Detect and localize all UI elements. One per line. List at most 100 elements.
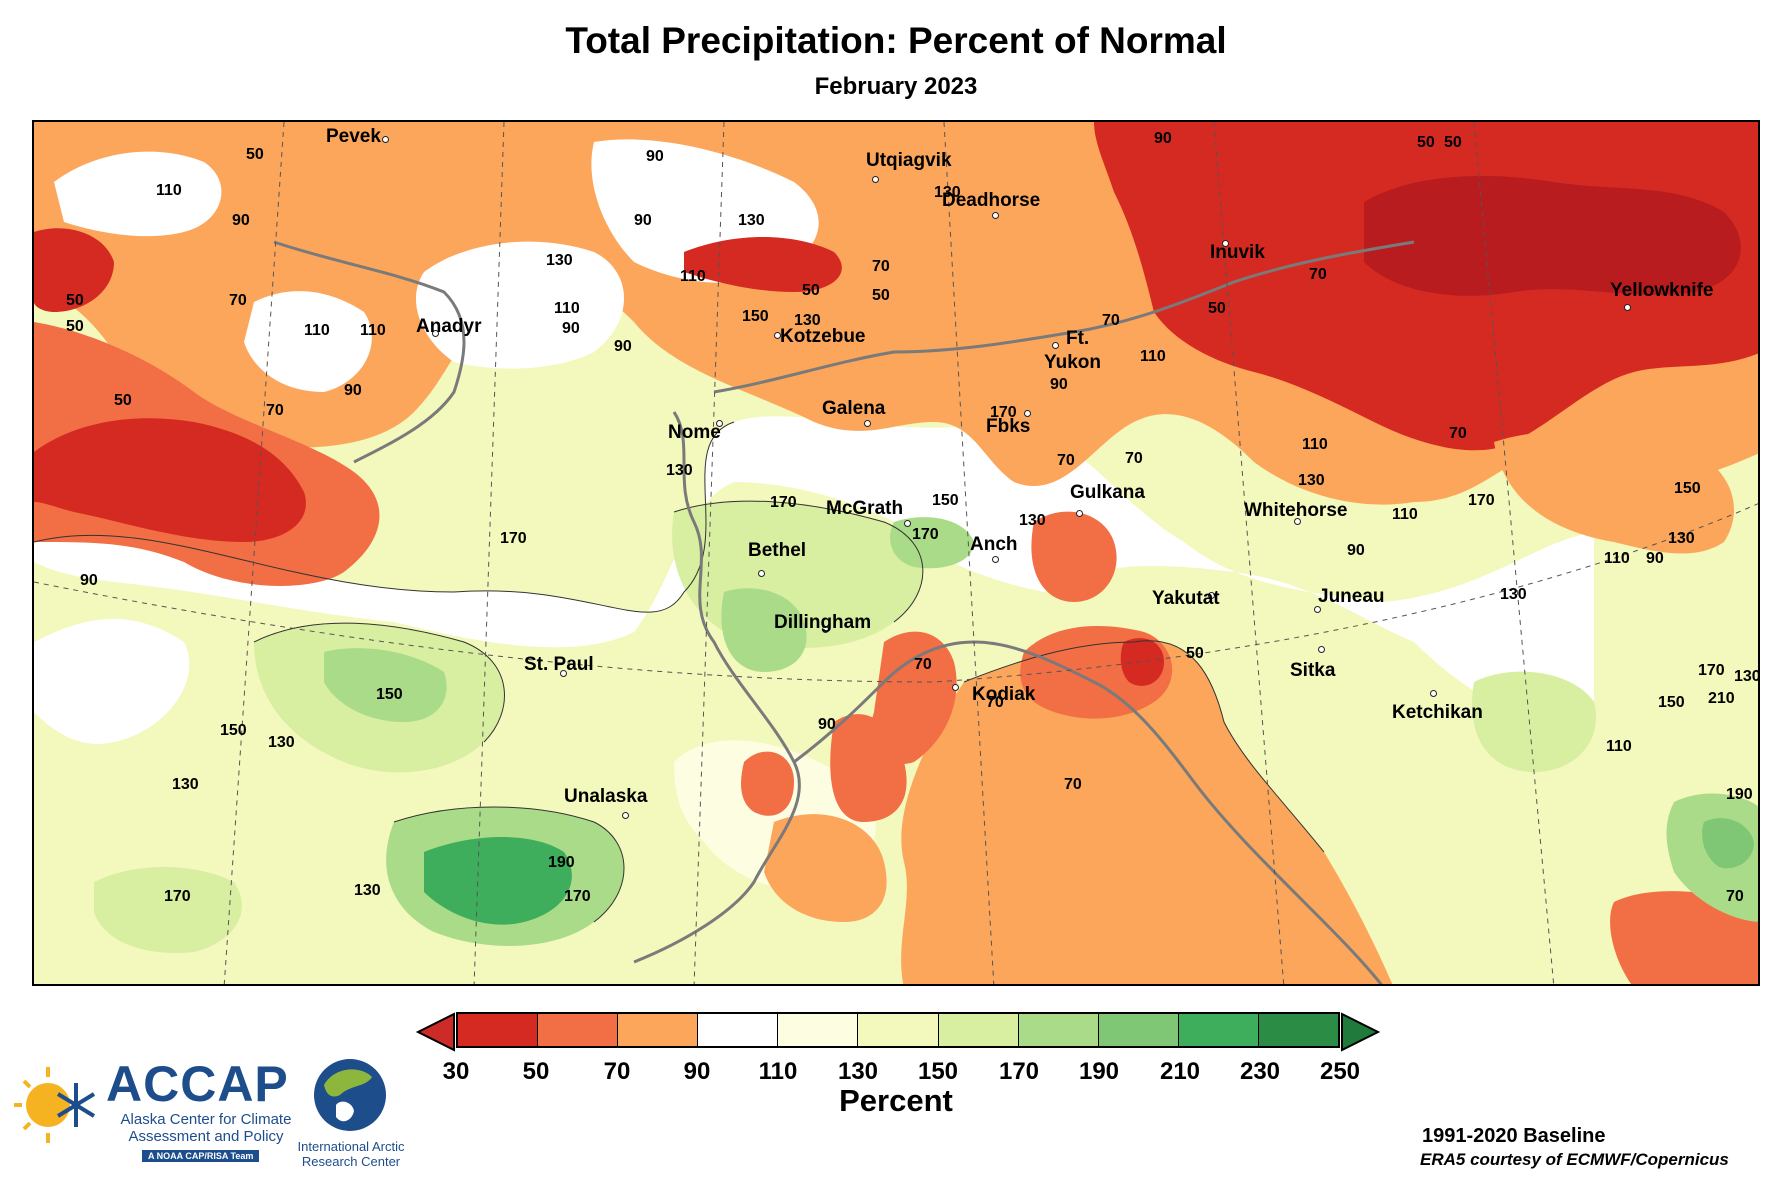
legend-swatch: [1258, 1014, 1339, 1046]
contour-label: 70: [1309, 266, 1327, 283]
city-marker: [872, 176, 879, 183]
contour-label: 90: [80, 572, 98, 589]
city-label-ketchikan: Ketchikan: [1392, 702, 1483, 723]
contour-label: 70: [914, 656, 932, 673]
city-marker: [560, 670, 567, 677]
city-marker: [1222, 240, 1229, 247]
city-marker: [864, 420, 871, 427]
legend-swatch: [458, 1014, 539, 1046]
city-marker: [904, 520, 911, 527]
region-below-normal: [901, 640, 1393, 984]
contour-label: 90: [614, 338, 632, 355]
contour-label: 50: [1186, 645, 1204, 662]
legend-tick: 30: [442, 1058, 470, 1085]
contour-label: 130: [268, 734, 295, 751]
region-much-above: [324, 648, 447, 722]
legend-title: Percent: [839, 1083, 953, 1118]
contour-label: 130: [354, 882, 381, 899]
region-extreme-below: [1364, 176, 1741, 296]
contour-label: 130: [738, 212, 765, 229]
contour-label: 150: [932, 492, 959, 509]
legend-swatch: [1018, 1014, 1099, 1046]
legend-tick: 190: [1078, 1058, 1120, 1085]
contour-label: 130: [934, 184, 961, 201]
contour-label: 90: [1347, 542, 1365, 559]
legend-swatch: [858, 1014, 939, 1046]
city-label-pevek: Pevek: [326, 126, 381, 147]
city-label-st-paul: St. Paul: [524, 654, 594, 675]
contour-label: 90: [344, 382, 362, 399]
region-near-normal: [34, 618, 190, 745]
contour-label: 70: [1726, 888, 1744, 905]
city-marker: [622, 812, 629, 819]
city-label-unalaska: Unalaska: [564, 786, 648, 807]
city-label-bethel: Bethel: [748, 540, 807, 561]
map-subtitle: February 2023: [814, 73, 978, 100]
contour-label: 90: [646, 148, 664, 165]
legend-swatch: [538, 1014, 619, 1046]
accap-wordmark: ACCAP: [106, 1056, 289, 1112]
city-label-fbks: Fbks: [986, 416, 1031, 437]
legend-tick: 170: [998, 1058, 1040, 1085]
city-label-nome: Nome: [668, 422, 721, 443]
accap-line1: Alaska Center for Climate: [120, 1111, 292, 1128]
region-well-below: [1610, 891, 1758, 984]
contour-label: 70: [1064, 776, 1082, 793]
city-marker: [952, 684, 959, 691]
baseline-note: 1991-2020 Baseline: [1422, 1125, 1606, 1147]
contour-label: 150: [742, 308, 769, 325]
contour-label: 70: [229, 292, 247, 309]
contour-label: 110: [1606, 738, 1632, 755]
contour-label: 150: [376, 686, 403, 703]
city-marker: [432, 330, 439, 337]
contour-label: 170: [912, 526, 939, 543]
accap-tagline: A NOAA CAP/RISA Team: [142, 1150, 260, 1162]
over-range-arrow: [1341, 1012, 1381, 1052]
city-label-yellowknife: Yellowknife: [1610, 280, 1714, 301]
contour-label: 70: [1125, 450, 1143, 467]
city-marker: [382, 136, 389, 143]
region-well-below: [1031, 511, 1117, 602]
city-label-whitehorse: Whitehorse: [1244, 500, 1348, 521]
region-below-normal: [1494, 431, 1734, 554]
contour-label: 90: [634, 212, 652, 229]
map-title: Total Precipitation: Percent of Normal: [565, 20, 1227, 61]
city-label-deadhorse: Deadhorse: [942, 190, 1041, 211]
legend-tick: 130: [837, 1058, 879, 1085]
region-much-above: [721, 588, 807, 672]
iarc-fullname: International Arctic Research Center: [286, 1139, 416, 1169]
region-near-normal: [415, 241, 624, 369]
iarc-line1: International Arctic: [297, 1139, 405, 1154]
contour-label: 70: [872, 258, 890, 275]
region-near-normal: [54, 151, 222, 237]
contour-label: 70: [266, 402, 284, 419]
contour-label: 170: [1468, 492, 1495, 509]
city-marker: [774, 332, 781, 339]
region-much-above: [890, 517, 974, 569]
accap-fullname: Alaska Center for Climate Assessment and…: [116, 1111, 296, 1145]
contour-label: 130: [794, 312, 821, 329]
contour-label: 90: [1154, 130, 1172, 147]
city-label-kotzebue: Kotzebue: [780, 326, 866, 347]
contour-label: 130: [1668, 530, 1695, 547]
contour-label: 190: [1726, 786, 1753, 803]
contour-label: 70: [1057, 452, 1075, 469]
city-marker: [716, 420, 723, 427]
contour-label: 50: [66, 292, 84, 309]
legend-tick: 230: [1239, 1058, 1281, 1085]
data-credit: ERA5 courtesy of ECMWF/Copernicus: [1420, 1150, 1729, 1169]
legend-tick: 210: [1159, 1058, 1201, 1085]
contour-label: 170: [770, 494, 797, 511]
city-marker: [1024, 410, 1031, 417]
legend-tick: 70: [603, 1058, 631, 1085]
contour-label: 150: [1674, 480, 1701, 497]
globe-icon: [314, 1059, 386, 1131]
city-marker: [1294, 518, 1301, 525]
contour-label: 110: [1140, 348, 1166, 365]
contour-label: 170: [500, 530, 527, 547]
contour-lines: [34, 421, 1325, 923]
legend-swatch: [618, 1014, 699, 1046]
contour-label: 110: [1604, 550, 1630, 567]
city-marker: [758, 570, 765, 577]
legend-swatch: [778, 1014, 859, 1046]
